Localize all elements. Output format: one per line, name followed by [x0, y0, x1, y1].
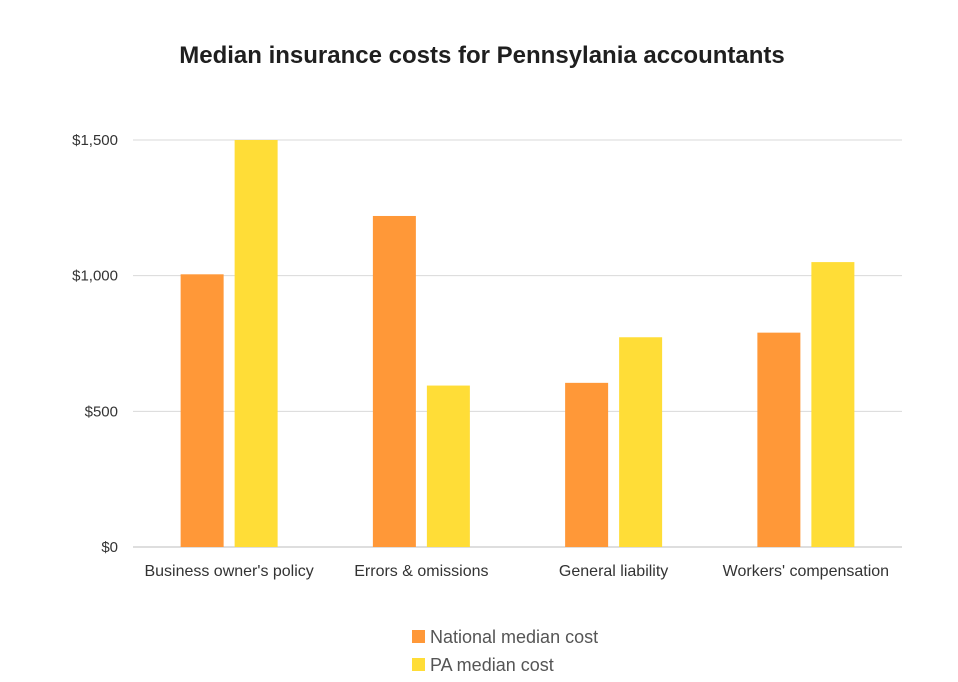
bar-pa-median-cost	[619, 337, 663, 547]
y-tick-label: $1,500	[72, 132, 118, 149]
legend-label: National median cost	[430, 627, 598, 647]
bar-national-median-cost	[757, 332, 801, 547]
chart-title: Median insurance costs for Pennsylania a…	[179, 42, 785, 69]
bar-national-median-cost	[565, 382, 609, 547]
bar-national-median-cost	[180, 274, 224, 547]
bars	[180, 140, 855, 547]
legend-swatch	[412, 658, 425, 671]
x-category-label: General liability	[559, 563, 668, 580]
bar-pa-median-cost	[234, 140, 278, 547]
bar-national-median-cost	[372, 215, 416, 547]
bar-pa-median-cost	[811, 262, 855, 547]
y-tick-label: $0	[101, 539, 118, 556]
x-axis-categories: Business owner's policy Errors & omission…	[144, 563, 889, 580]
y-tick-label: $1,000	[72, 268, 118, 285]
y-tick-label: $500	[85, 403, 118, 420]
y-axis-ticks: $0 $500 $1,000 $1,500	[72, 132, 118, 556]
legend: National median cost PA median cost	[412, 627, 598, 675]
x-category-label: Workers' compensation	[723, 563, 889, 580]
x-category-label: Errors & omissions	[354, 563, 488, 580]
x-category-label: Business owner's policy	[144, 563, 313, 580]
legend-label: PA median cost	[430, 655, 554, 675]
legend-swatch	[412, 630, 425, 643]
bar-pa-median-cost	[426, 385, 470, 547]
